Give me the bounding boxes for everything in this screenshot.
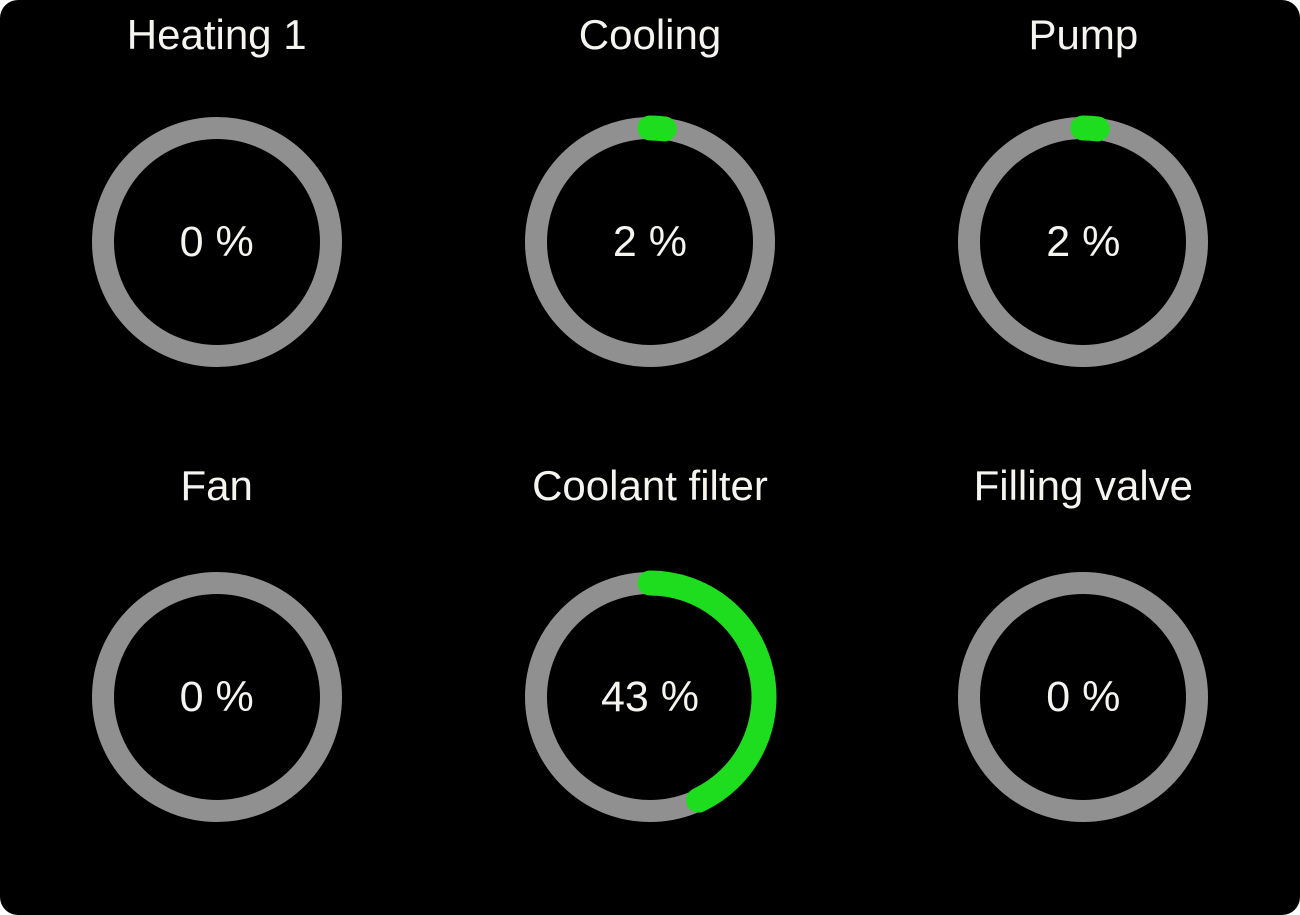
- gauge-value: 2 %: [612, 217, 688, 266]
- gauge-value: 0 %: [179, 672, 254, 721]
- gauge-title: Pump: [1028, 11, 1139, 58]
- gauge-progress-arc: [637, 570, 777, 813]
- gauge-title: Fan: [180, 462, 253, 509]
- gauge-ring: 2 %: [955, 114, 1211, 370]
- gauge-ring-svg: [524, 115, 775, 367]
- gauge-value: 0 %: [1046, 672, 1121, 721]
- gauge-ring-svg: [524, 570, 777, 822]
- gauge-value: 43 %: [600, 672, 699, 721]
- gauge-title: Heating 1: [126, 11, 307, 58]
- gauge-ring-svg: [91, 117, 342, 367]
- gauge-title: Coolant filter: [532, 462, 768, 509]
- gauge-value: 2 %: [1046, 217, 1121, 266]
- gauge-ring-svg: [958, 115, 1209, 367]
- gauge-ring-svg: [91, 572, 342, 822]
- gauge-heating-1: Heating 1 0 %: [0, 0, 433, 457]
- gauge-ring: 2 %: [522, 114, 778, 370]
- gauge-ring: 43 %: [522, 569, 778, 825]
- gauge-ring: 0 %: [89, 569, 345, 825]
- gauge-progress-arc: [1070, 115, 1111, 142]
- gauge-track: [91, 572, 342, 822]
- gauge-track: [91, 117, 342, 367]
- gauge-track: [958, 572, 1209, 822]
- gauge-ring: 0 %: [89, 114, 345, 370]
- gauge-fan: Fan 0 %: [0, 457, 433, 915]
- gauge-ring: 0 %: [955, 569, 1211, 825]
- gauge-ring-svg: [958, 572, 1209, 822]
- gauge-progress-arc: [637, 115, 677, 142]
- gauge-filling-valve: Filling valve 0 %: [867, 457, 1300, 915]
- gauge-title: Filling valve: [973, 462, 1194, 509]
- gauge-pump: Pump 2 %: [867, 0, 1300, 457]
- gauge-value: 0 %: [179, 217, 254, 266]
- gauge-cooling: Cooling 2 %: [433, 0, 866, 457]
- gauge-coolant-filter: Coolant filter 43 %: [433, 457, 866, 915]
- gauge-title: Cooling: [578, 11, 722, 58]
